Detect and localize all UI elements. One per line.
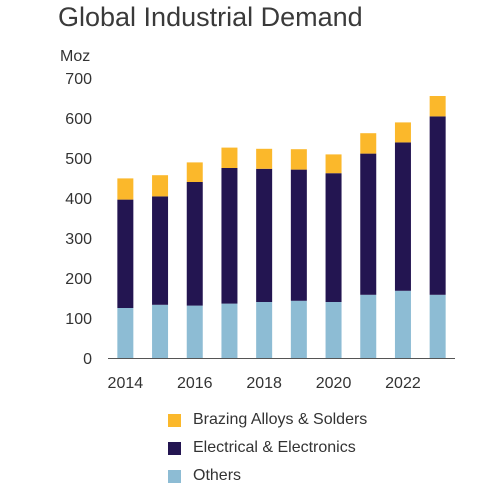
bar-segment	[117, 178, 134, 200]
x-tick-label: 2014	[108, 375, 144, 392]
legend-swatch-brazing	[168, 413, 181, 427]
bar-segment	[186, 162, 203, 182]
x-tick-label: 2018	[246, 375, 282, 392]
bar-segment	[117, 199, 134, 308]
y-tick-label: 0	[83, 351, 92, 368]
legend-label-electrical: Electrical & Electronics	[193, 439, 356, 456]
legend: Brazing Alloys & Solders Electrical & El…	[168, 406, 367, 490]
bar-segment	[117, 308, 134, 358]
bar-segment	[394, 290, 411, 358]
legend-item-brazing: Brazing Alloys & Solders	[168, 406, 367, 434]
bar-segment	[152, 196, 169, 305]
chart-title: Global Industrial Demand	[58, 2, 363, 32]
bar-segment	[429, 96, 446, 117]
bar-segment	[290, 169, 307, 301]
bar-segment	[429, 294, 446, 358]
bar-segment	[221, 147, 238, 168]
bar-segment	[221, 303, 238, 358]
bars	[117, 96, 446, 358]
legend-label-brazing: Brazing Alloys & Solders	[193, 411, 368, 428]
legend-swatch-electrical	[168, 441, 181, 455]
bar-segment	[152, 304, 169, 358]
x-tick-label: 2020	[316, 375, 352, 392]
bar-segment	[325, 173, 342, 302]
y-axis-unit-label: Moz	[60, 48, 90, 65]
y-tick-label: 600	[65, 111, 92, 128]
y-tick-label: 700	[65, 71, 92, 88]
bar-segment	[256, 302, 273, 358]
bar-segment	[360, 133, 377, 154]
bar-segment	[325, 302, 342, 358]
x-tick-label: 2016	[177, 375, 213, 392]
y-tick-label: 400	[65, 191, 92, 208]
bar-segment	[256, 168, 273, 302]
y-axis-ticks: 0 100 200 300 400 500 600 700	[65, 71, 92, 368]
y-tick-label: 300	[65, 231, 92, 248]
y-tick-label: 200	[65, 271, 92, 288]
bar-segment	[394, 122, 411, 143]
bar-segment	[360, 294, 377, 358]
legend-item-electrical: Electrical & Electronics	[168, 434, 367, 462]
bar-segment	[360, 153, 377, 295]
bar-segment	[394, 142, 411, 291]
bar-segment	[290, 300, 307, 358]
legend-item-others: Others	[168, 462, 367, 490]
bar-segment	[256, 148, 273, 169]
bar-segment	[290, 149, 307, 170]
legend-label-others: Others	[193, 467, 242, 484]
bar-segment	[186, 305, 203, 358]
bar-segment	[221, 168, 238, 304]
bar-segment	[186, 182, 203, 306]
bar-segment	[325, 154, 342, 174]
bar-segment	[429, 116, 446, 295]
x-tick-label: 2022	[385, 375, 421, 392]
y-tick-label: 100	[65, 311, 92, 328]
legend-swatch-others	[168, 469, 181, 483]
bar-segment	[152, 175, 169, 197]
y-tick-label: 500	[65, 151, 92, 168]
x-axis-ticks: 2014 2016 2018 2020 2022	[108, 375, 421, 392]
